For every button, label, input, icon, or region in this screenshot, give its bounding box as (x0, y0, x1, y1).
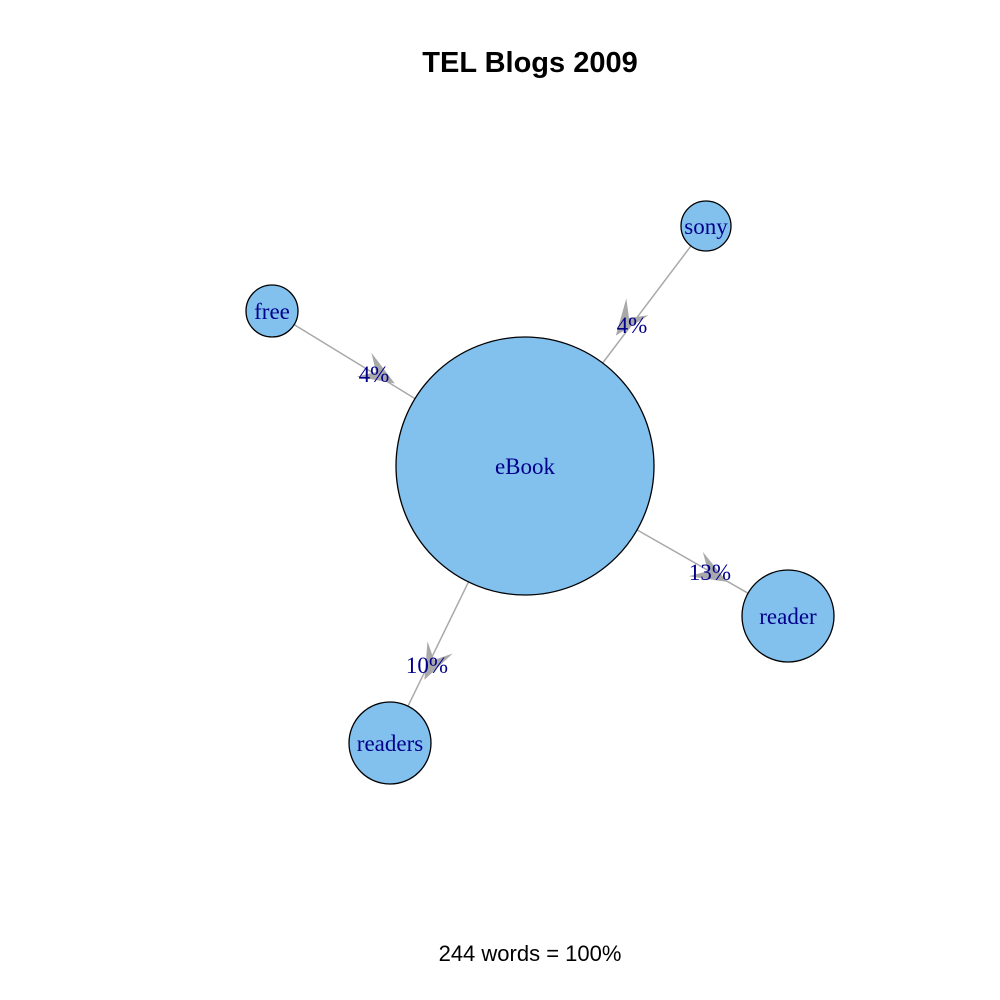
node-label-readers: readers (357, 731, 423, 756)
nodes-layer: eBook sony free reader readers (245, 200, 835, 785)
node-ebook (395, 336, 655, 596)
node-readers (348, 701, 432, 785)
edge-label-free-ebook: 4% (359, 362, 390, 387)
edge-arrowhead-sony-ebook (615, 298, 649, 336)
edge-label-ebook-readers: 10% (406, 653, 448, 678)
node-label-free: free (254, 299, 290, 324)
edge-arrowhead-ebook-readers (424, 641, 453, 680)
edge-label-sony-ebook: 4% (617, 313, 648, 338)
edge-labels-layer: 4% 4% 13% 10% (359, 313, 731, 678)
edge-line-ebook-readers (407, 581, 470, 707)
node-free (245, 284, 299, 338)
footer-word-count: 244 words = 100% (439, 941, 622, 966)
node-label-ebook: eBook (495, 454, 556, 479)
node-sony (680, 200, 732, 252)
edge-arrowhead-free-ebook (356, 352, 395, 384)
node-label-reader: reader (759, 604, 817, 629)
diagram-title: TEL Blogs 2009 (422, 47, 637, 79)
edge-line-ebook-reader (636, 529, 749, 594)
edge-line-sony-ebook (602, 245, 692, 364)
edge-line-free-ebook (293, 323, 416, 400)
edge-arrowhead-ebook-reader (688, 551, 728, 582)
node-label-sony: sony (684, 214, 728, 239)
edge-label-ebook-reader: 13% (689, 560, 731, 585)
node-reader (741, 569, 835, 663)
edges-layer (293, 245, 749, 707)
